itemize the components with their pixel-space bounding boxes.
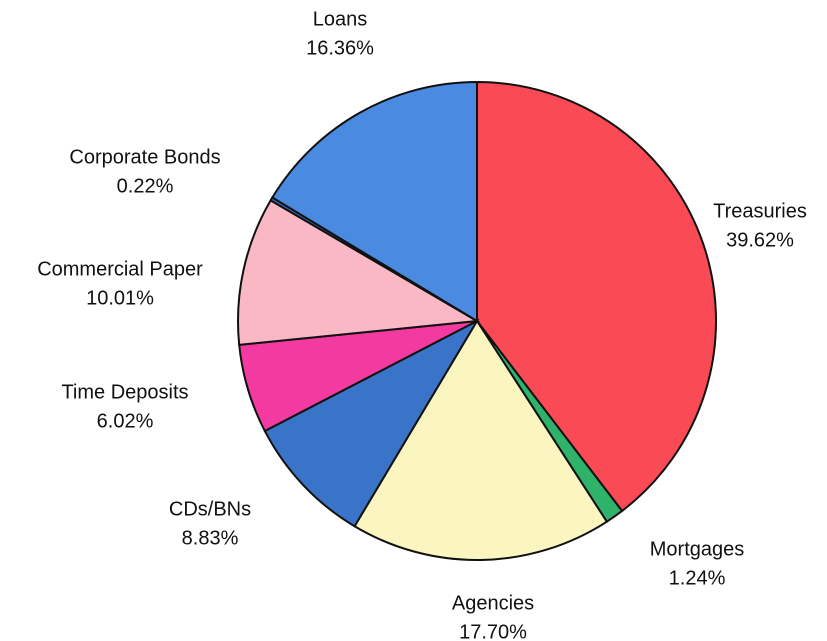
pie-slice [353,319,609,561]
slice-value-label: 16.36% [306,37,374,59]
pie-slice [270,80,478,323]
pie-slice [476,80,717,513]
slice-label: Agencies [452,592,534,614]
slice-label: CDs/BNs [169,498,251,520]
slice-label: Corporate Bonds [69,146,220,168]
slice-value-label: 8.83% [182,527,239,549]
slice-value-label: 6.02% [97,410,154,432]
slice-value-label: 17.70% [459,621,527,641]
slice-label: Commercial Paper [37,258,203,280]
slice-label: Mortgages [650,538,745,560]
pie-slice [237,199,481,346]
slice-value-label: 39.62% [726,229,794,251]
slice-value-label: 10.01% [86,287,154,309]
slice-value-label: 1.24% [669,567,726,589]
slice-label: Treasuries [713,200,807,222]
pie-slice [263,318,480,528]
slice-value-label: 0.22% [117,175,174,197]
slice-label: Time Deposits [61,381,188,403]
slice-label: Loans [313,8,368,30]
